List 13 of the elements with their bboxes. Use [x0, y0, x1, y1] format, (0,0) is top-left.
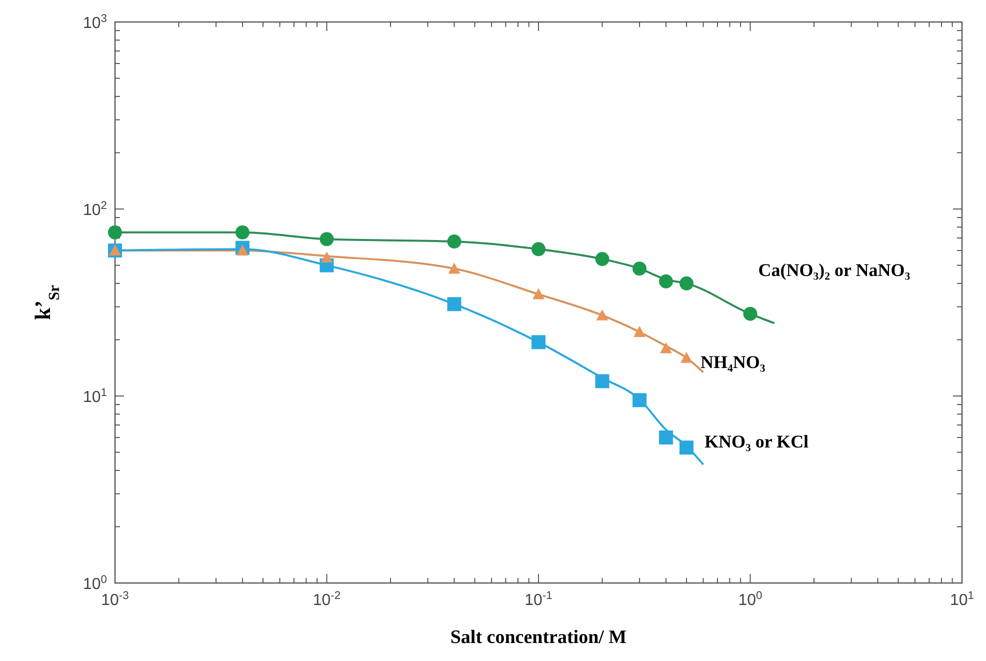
y-tick-label: 10$^{2}$ — [82, 200, 107, 219]
x-tick-label: 10$^{-2}$ — [312, 590, 341, 609]
x-axis-title: Salt concentration/ M — [450, 627, 627, 648]
y-tick-label: 10$^{0}$ — [82, 574, 107, 593]
y-tick-label: 10$^{3}$ — [82, 13, 107, 32]
x-tick-label: 10$^{1}$ — [950, 590, 974, 609]
series-label: NH₄NO₃ — [700, 352, 766, 372]
x-tick-label: 10$^{-1}$ — [524, 590, 552, 609]
x-tick-label: 10$^{0}$ — [738, 590, 762, 609]
y-tick-label: 10$^{1}$ — [82, 387, 107, 406]
series-label: KNO₃ or KCl — [704, 432, 809, 452]
series-label: Ca(NO₃)₂ or NaNO₃ — [758, 260, 911, 280]
x-tick-label: 10$^{-3}$ — [101, 590, 129, 609]
